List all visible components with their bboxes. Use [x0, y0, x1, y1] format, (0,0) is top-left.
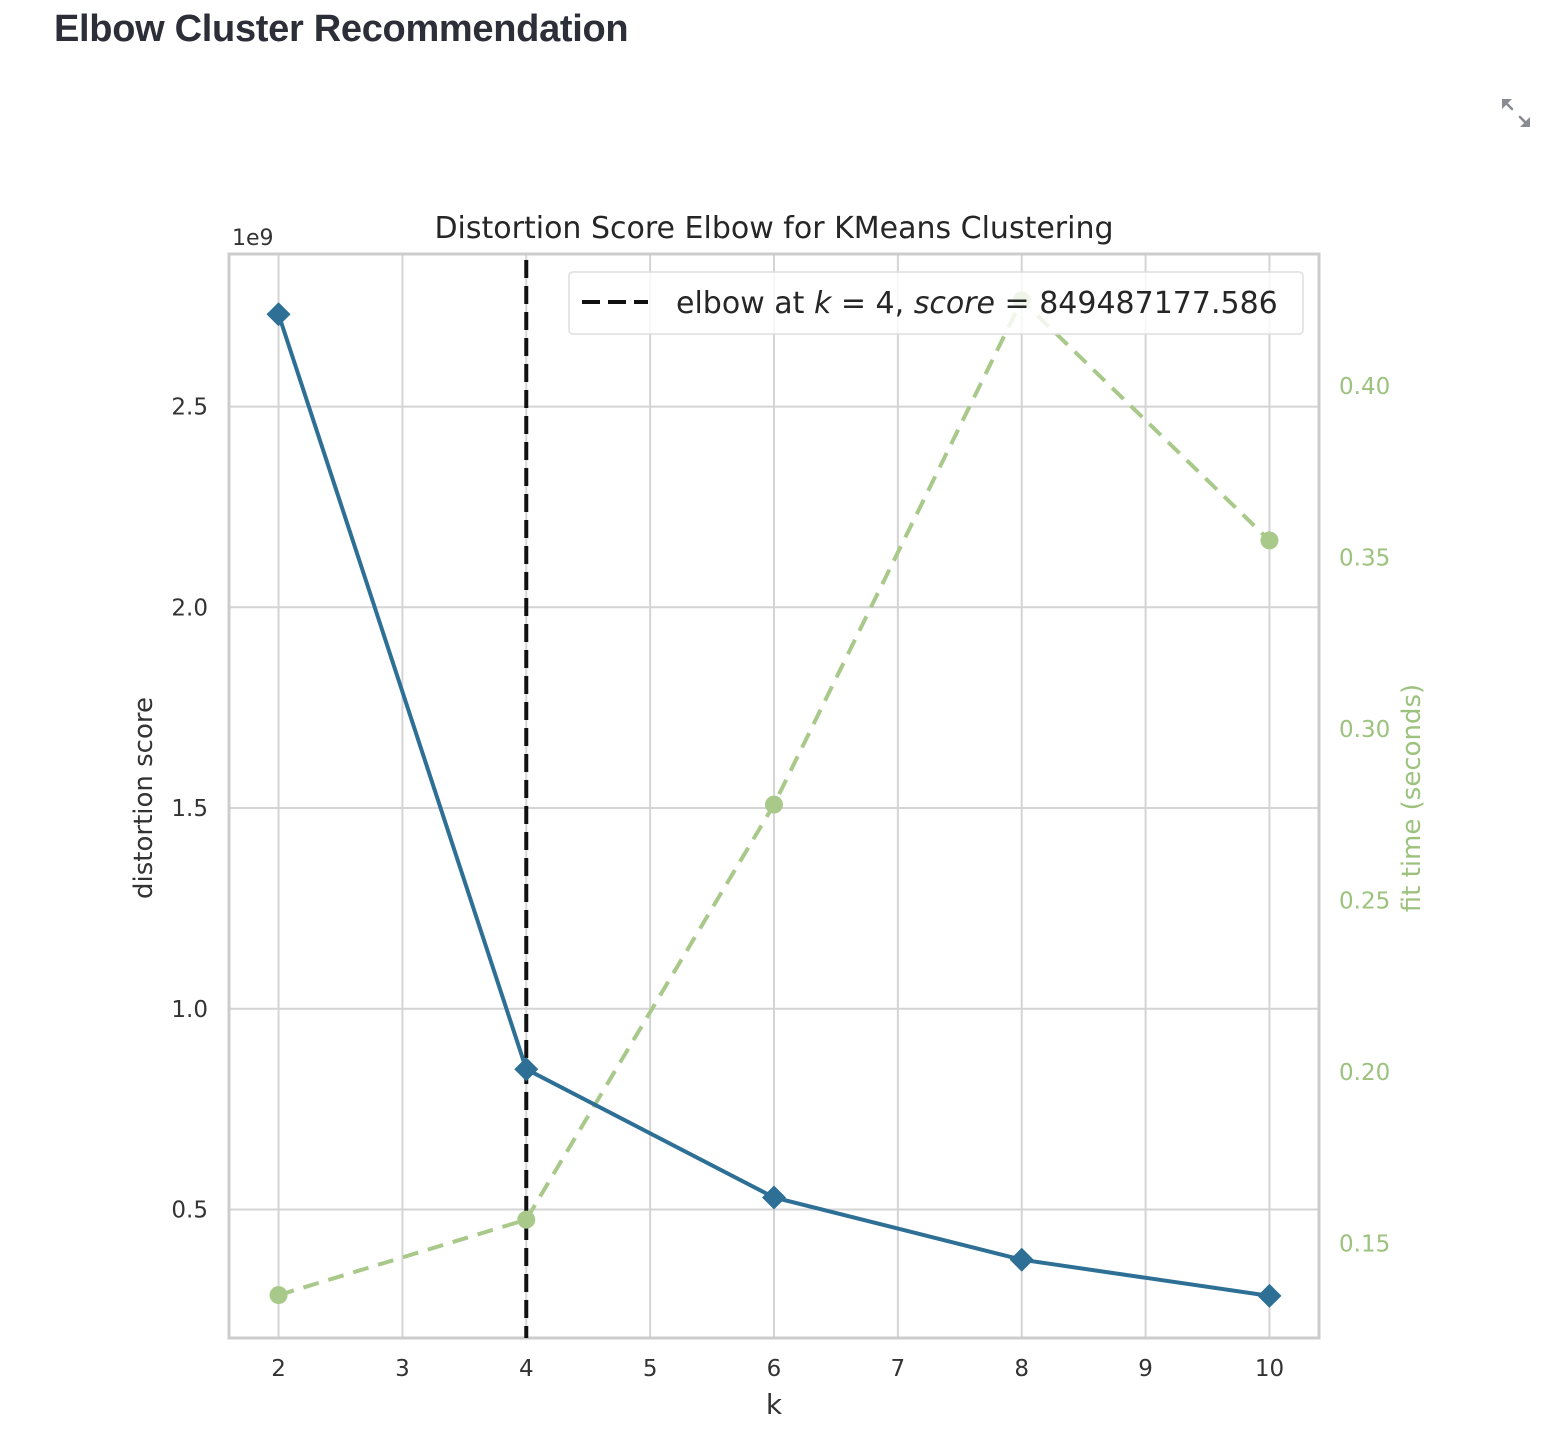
expand-button[interactable] — [1498, 95, 1534, 131]
y2-tick-label: 0.30 — [1339, 717, 1390, 743]
y-tick-label: 1.0 — [171, 997, 208, 1023]
distortion-point — [762, 1185, 786, 1210]
plot-frame — [227, 252, 1321, 1340]
y-axis-label: distortion score — [129, 697, 159, 899]
fit-time-point — [517, 1210, 536, 1229]
distortion-point — [266, 302, 291, 327]
page-title: Elbow Cluster Recommendation — [54, 8, 629, 50]
y2-tick-label: 0.40 — [1339, 374, 1390, 400]
y2-tick-label: 0.15 — [1339, 1232, 1390, 1258]
distortion-series — [266, 302, 1282, 1308]
x-tick-label: 10 — [1255, 1356, 1284, 1382]
x-tick-label: 8 — [1014, 1356, 1029, 1382]
x-tick-label: 6 — [767, 1356, 782, 1382]
y2-tick-label: 0.25 — [1339, 889, 1390, 915]
y-tick-label: 0.5 — [171, 1198, 208, 1224]
distortion-point — [1257, 1283, 1282, 1308]
x-tick-label: 3 — [395, 1356, 410, 1382]
y2-tick-label: 0.35 — [1339, 546, 1390, 572]
x-tick-labels: 2 3 4 5 6 7 8 9 10 — [271, 1356, 1284, 1382]
x-tick-label: 2 — [271, 1356, 286, 1382]
x-tick-label: 5 — [643, 1356, 658, 1382]
legend-box — [568, 271, 1304, 335]
y-gridlines — [229, 405, 1319, 1211]
fit-time-point — [269, 1286, 288, 1305]
x-tick-label: 9 — [1138, 1356, 1153, 1382]
y-tick-label: 2.5 — [171, 395, 208, 421]
y2-tick-label: 0.20 — [1339, 1060, 1390, 1086]
expand-arrows-icon — [1502, 99, 1530, 127]
x-tick-label: 4 — [519, 1356, 534, 1382]
fit-time-point — [1260, 531, 1279, 550]
legend: elbow at k = 4, score = 849487177.586 — [568, 271, 1304, 335]
y2-axis-label: fit time (seconds) — [1397, 684, 1427, 912]
distortion-point — [1009, 1247, 1034, 1272]
fit-time-point — [765, 795, 783, 814]
legend-elbow-label: elbow at k = 4, score = 849487177.586 — [676, 286, 1278, 321]
y2-tick-labels: 0.15 0.20 0.25 0.30 0.35 0.40 — [1339, 374, 1390, 1258]
y-tick-label: 1.5 — [171, 796, 208, 822]
y-offset-label: 1e9 — [232, 226, 274, 251]
distortion-point — [514, 1057, 539, 1082]
y-tick-labels: 0.5 1.0 1.5 2.0 2.5 — [171, 395, 208, 1224]
chart-title: Distortion Score Elbow for KMeans Cluste… — [434, 211, 1113, 246]
y-tick-label: 2.0 — [171, 595, 208, 621]
x-tick-label: 7 — [891, 1356, 906, 1382]
x-axis-label: k — [766, 1388, 783, 1421]
